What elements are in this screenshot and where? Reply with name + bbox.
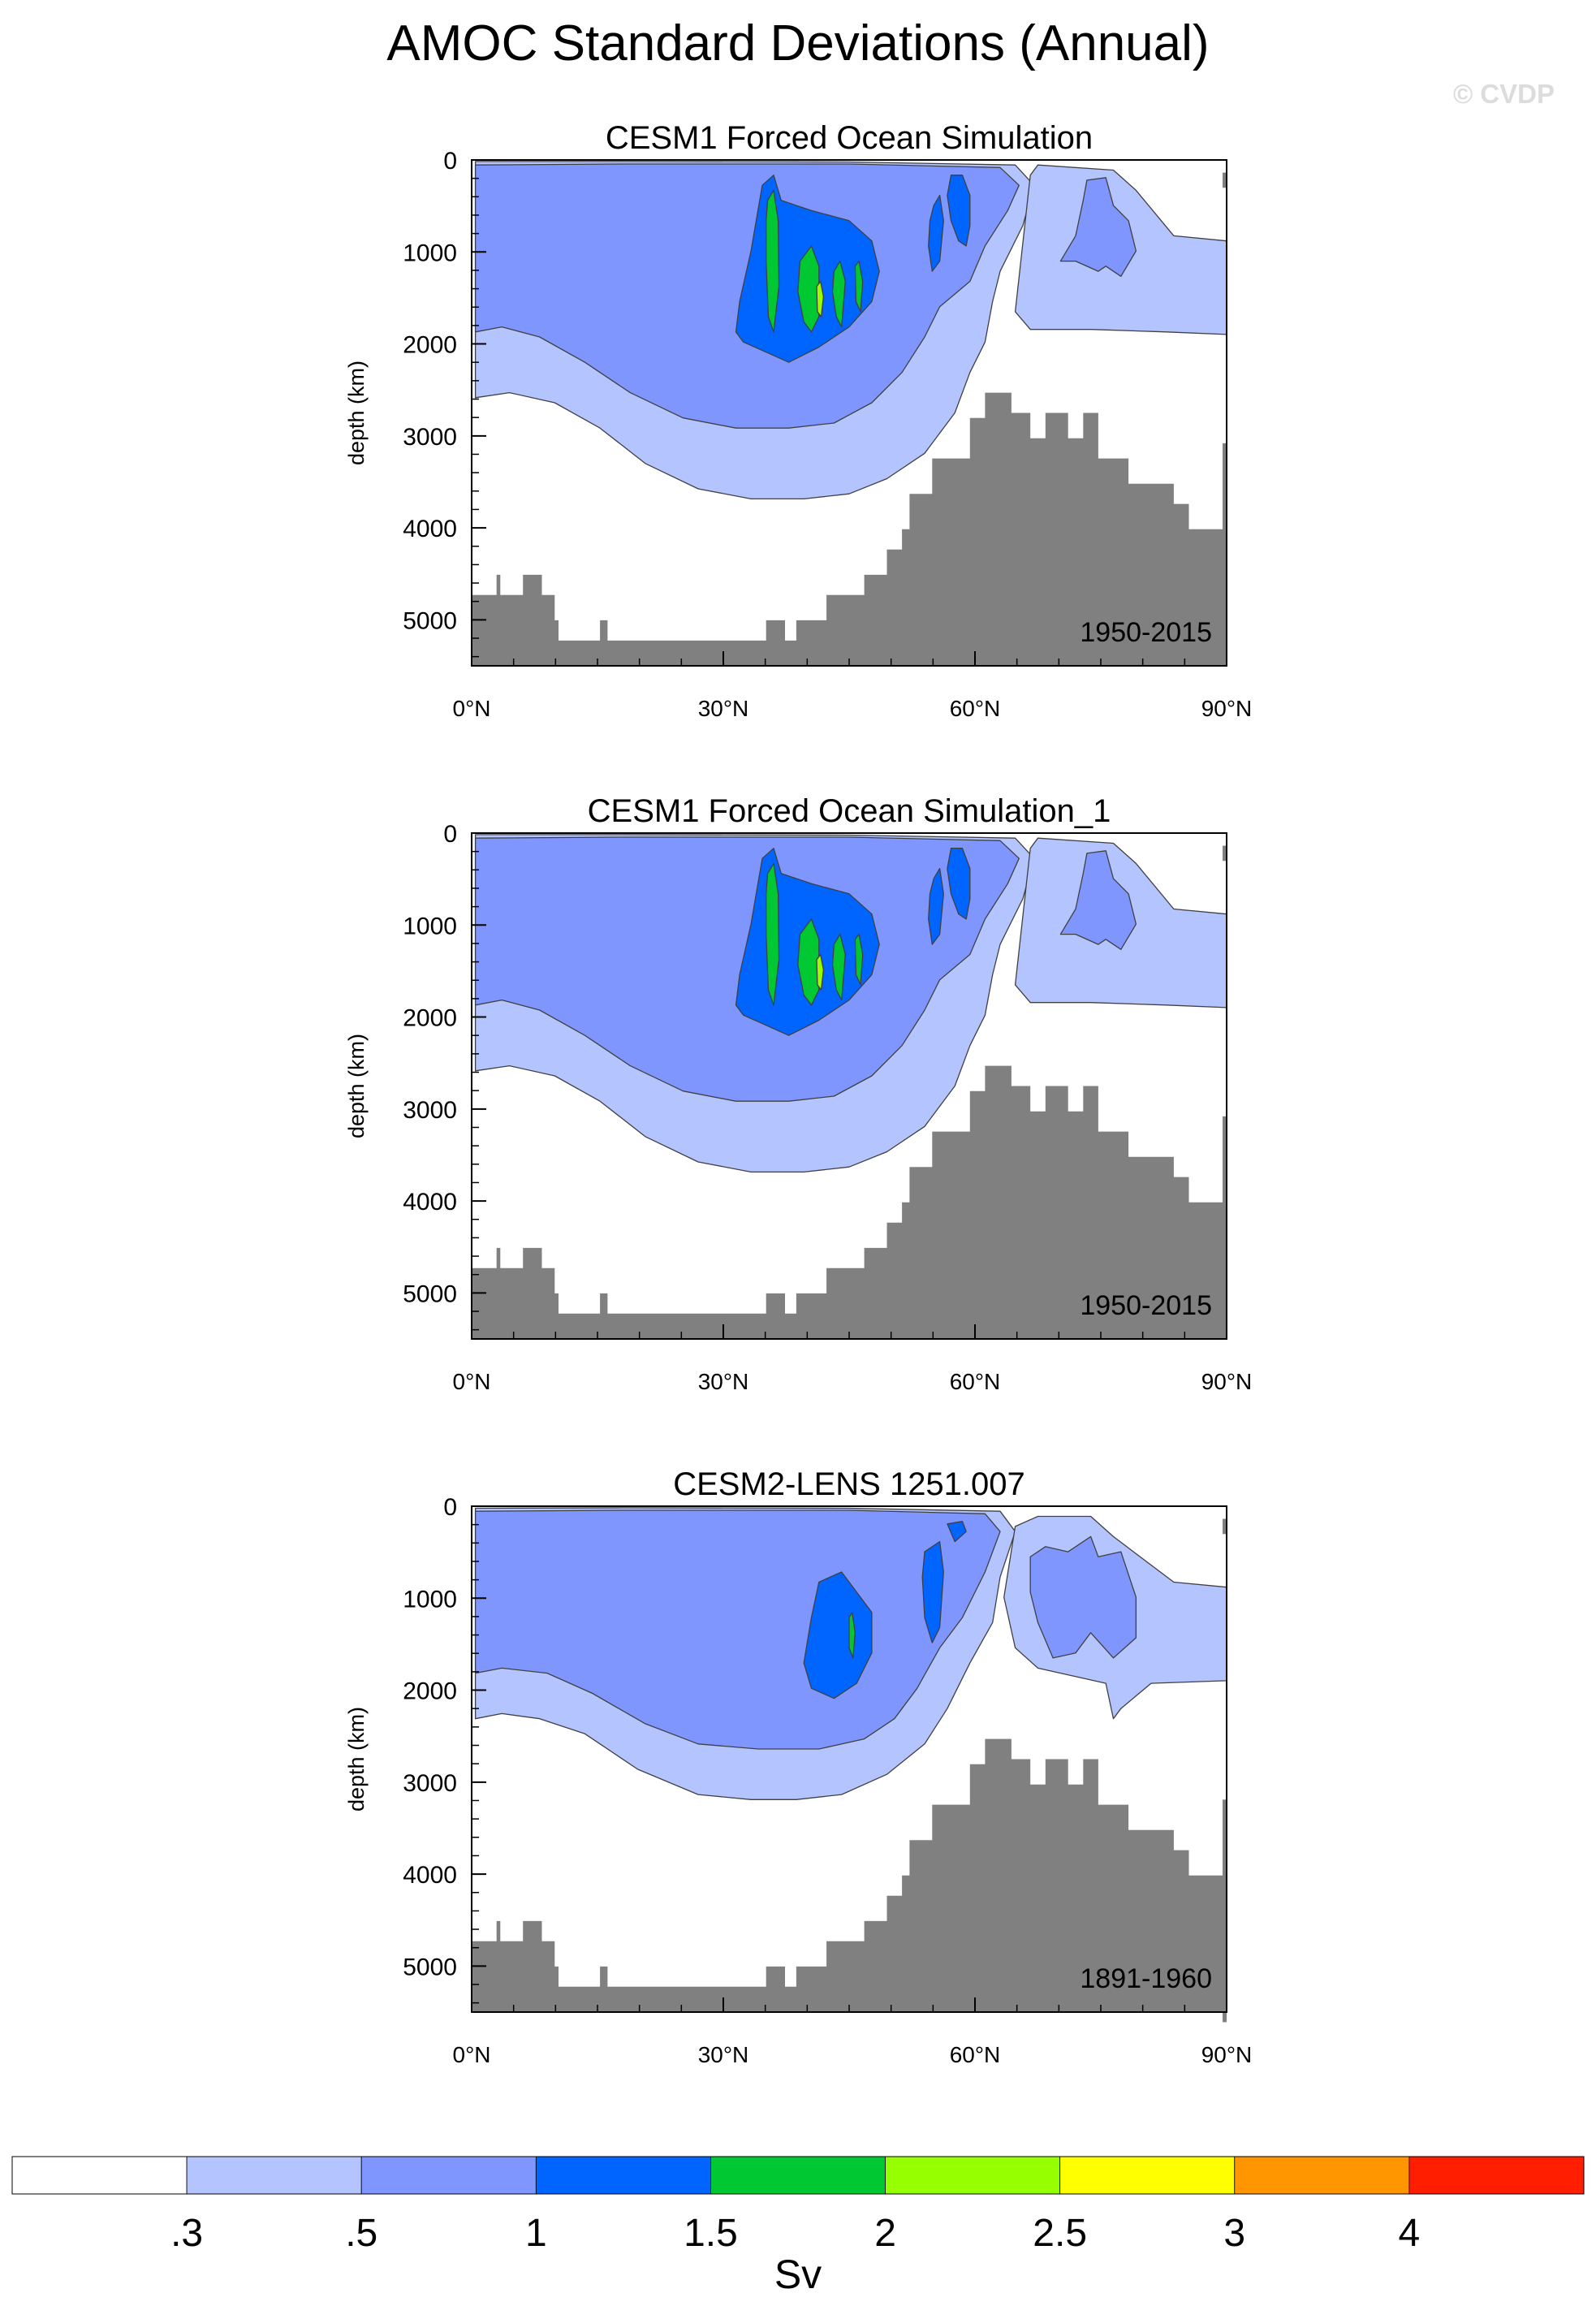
contour-region-g2d <box>854 260 864 313</box>
y-tick-label: 1000 <box>403 913 457 939</box>
colorbar-level-label: .3 <box>170 2212 203 2255</box>
colorbar-box <box>710 2156 886 2195</box>
contour-region-y25 <box>816 280 825 317</box>
x-tick-label: 0°N <box>453 1369 491 1394</box>
panel-3: 0 1000 2000 3000 4000 5000 0°N 30°N 60°N 90°N CESM… <box>344 1466 1252 2067</box>
y-axis-label: depth (km) <box>344 361 369 465</box>
y-axis-label: depth (km) <box>344 1034 369 1138</box>
y-tick-label: 4000 <box>403 1189 457 1216</box>
bathymetry <box>472 1738 1227 2012</box>
y-tick-label: 3000 <box>403 1770 457 1797</box>
bathymetry-edge <box>1223 1799 1227 2023</box>
x-tick-label: 60°N <box>950 696 1001 721</box>
colorbar: .3 .5 1 1.5 2 2.5 3 4 <box>11 2156 1585 2255</box>
y-tick-label: 5000 <box>403 1280 457 1307</box>
contour-region-g2b <box>797 245 820 333</box>
x-tick-label: 90°N <box>1201 696 1253 721</box>
x-tick-label: 30°N <box>698 696 749 721</box>
colorbar-level-label: 2.5 <box>1033 2212 1087 2255</box>
y-tick-label: 3000 <box>403 1097 457 1124</box>
y-tick-label: 2000 <box>403 1678 457 1705</box>
colorbar-box <box>11 2156 188 2195</box>
contour-region-c2g2 <box>848 1612 856 1659</box>
x-tick-label: 60°N <box>950 2042 1001 2067</box>
bathymetry <box>472 392 1227 666</box>
colorbar-frame <box>11 2156 1585 2195</box>
period-label: 1950-2015 <box>1080 1290 1212 1321</box>
y-tick-label: 5000 <box>403 607 457 634</box>
colorbar-level-label: .5 <box>345 2212 377 2255</box>
figure-title: AMOC Standard Deviations (Annual) <box>386 15 1209 71</box>
x-tick-label: 90°N <box>1201 2042 1253 2067</box>
bathymetry-edge-top <box>1223 845 1227 862</box>
contour-region-g2d <box>854 933 864 986</box>
y-tick-label: 1000 <box>403 240 457 266</box>
contour-region-n1c <box>928 867 944 945</box>
y-tick-label: 0 <box>443 148 457 175</box>
contour-region-g2c <box>831 933 846 1001</box>
y-tick-label: 0 <box>443 821 457 848</box>
x-tick-label: 60°N <box>950 1369 1001 1394</box>
y-tick-label: 4000 <box>403 1862 457 1889</box>
contour-region-c2n1b <box>921 1540 944 1643</box>
y-tick-label: 2000 <box>403 1005 457 1032</box>
contour-region-y25 <box>816 953 825 991</box>
period-label: 1891-1960 <box>1080 1963 1212 1994</box>
y-tick-label: 1000 <box>403 1586 457 1613</box>
bathymetry-edge-top <box>1223 172 1227 188</box>
contour-region-g2c <box>831 260 846 328</box>
panel-title: CESM1 Forced Ocean Simulation <box>606 120 1093 156</box>
y-tick-label: 2000 <box>403 332 457 359</box>
contour-region-g2a <box>766 189 780 333</box>
contour-region-n1b <box>947 848 971 920</box>
panel-1: 0 1000 2000 3000 4000 5000 0°N 30°N 60°N 90°N CESM… <box>344 120 1252 721</box>
y-axis-label: depth (km) <box>344 1707 369 1812</box>
contour-region-hi05 <box>1059 177 1137 277</box>
contour-region-c2n1c <box>947 1521 967 1543</box>
contour-region-n1b <box>947 175 971 247</box>
y-tick-label: 3000 <box>403 424 457 451</box>
colorbar-box <box>1408 2156 1585 2195</box>
y-tick-label: 0 <box>443 1494 457 1521</box>
colorbar-box <box>186 2156 362 2195</box>
colorbar-level-label: 4 <box>1399 2212 1421 2255</box>
colorbar-box <box>1234 2156 1410 2195</box>
colorbar-level-label: 1.5 <box>684 2212 738 2255</box>
colorbar-box <box>885 2156 1061 2195</box>
colorbar-level-label: 3 <box>1223 2212 1245 2255</box>
x-tick-label: 0°N <box>453 696 491 721</box>
panel-2: 0 1000 2000 3000 4000 5000 0°N 30°N 60°N 90°N CESM… <box>344 793 1252 1394</box>
colorbar-level-label: 2 <box>874 2212 896 2255</box>
contour-region-hi05 <box>1059 850 1137 950</box>
contour-region-c2p05 <box>474 1509 1001 1750</box>
contour-region-c2n1a <box>803 1571 873 1699</box>
contour-region-g2b <box>797 918 820 1006</box>
bathymetry-edge <box>1223 1116 1227 1339</box>
colorbar-level-label: 1 <box>525 2212 547 2255</box>
panel-title: CESM1 Forced Ocean Simulation_1 <box>588 793 1111 829</box>
watermark: © CVDP <box>1453 79 1555 109</box>
bathymetry-edge <box>1223 443 1227 666</box>
contour-region-c2hi05 <box>1029 1535 1137 1659</box>
contour-region-n1c <box>928 194 944 272</box>
period-label: 1950-2015 <box>1080 617 1212 648</box>
colorbar-box <box>535 2156 711 2195</box>
bathymetry-edge-top <box>1223 1518 1227 1535</box>
colorbar-box <box>1059 2156 1236 2195</box>
colorbar-unit-label: Sv <box>774 2252 822 2297</box>
x-tick-label: 30°N <box>698 2042 749 2067</box>
x-tick-label: 90°N <box>1201 1369 1253 1394</box>
x-tick-label: 0°N <box>453 2042 491 2067</box>
y-tick-label: 4000 <box>403 516 457 542</box>
x-tick-label: 30°N <box>698 1369 749 1394</box>
panels: 0 1000 2000 3000 4000 5000 0°N 30°N 60°N 90°N CESM… <box>344 120 1252 2067</box>
panel-title: CESM2-LENS 1251.007 <box>673 1466 1025 1502</box>
y-tick-label: 5000 <box>403 1954 457 1980</box>
contour-region-g2a <box>766 862 780 1006</box>
colorbar-box <box>360 2156 537 2195</box>
bathymetry <box>472 1065 1227 1339</box>
